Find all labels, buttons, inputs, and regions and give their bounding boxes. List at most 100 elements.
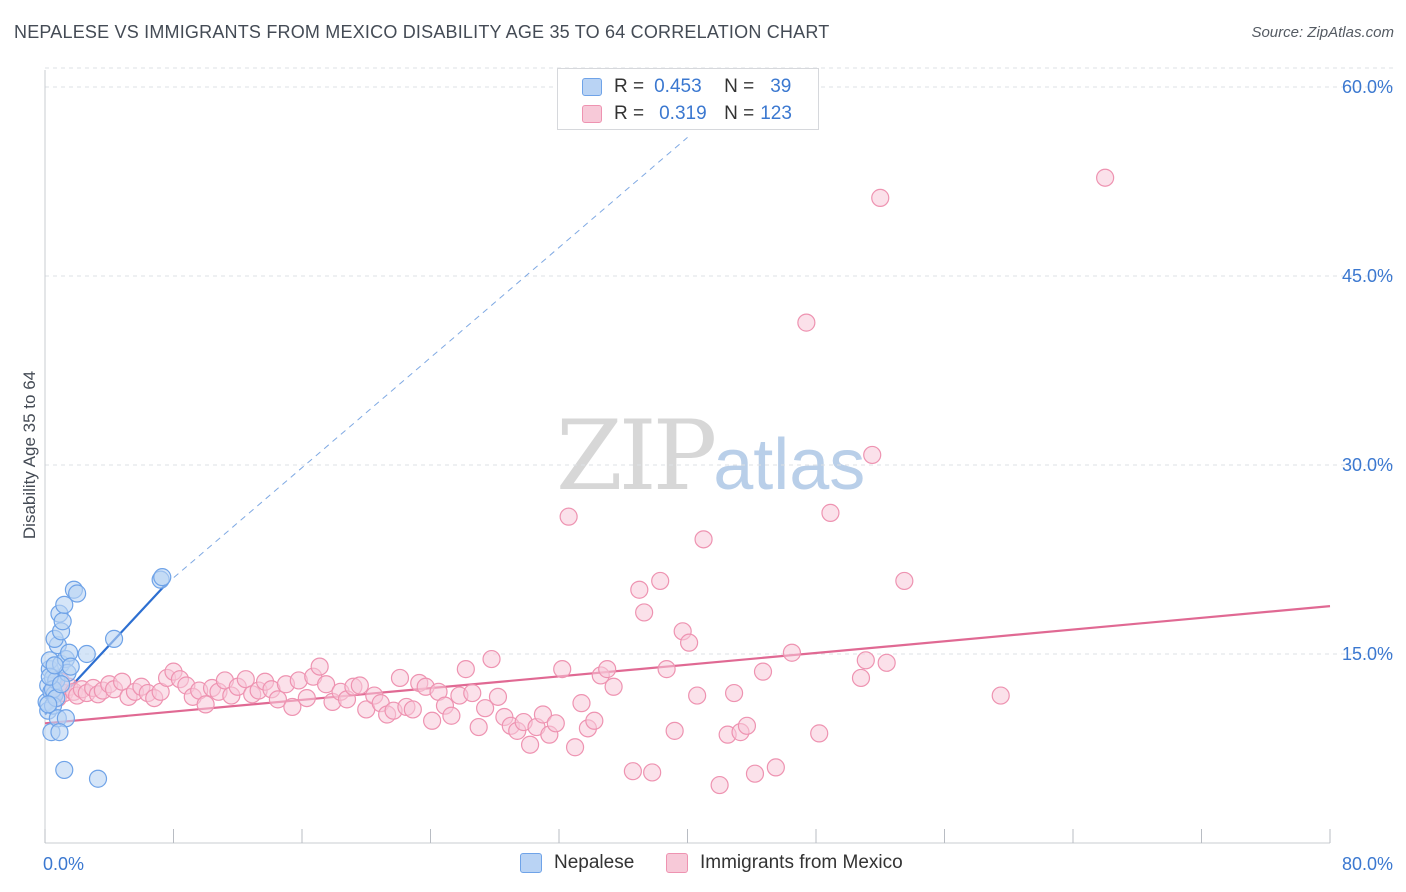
mexico-point [456, 660, 475, 679]
r-label: R = [614, 76, 645, 97]
legend-item-mexico[interactable]: Immigrants from Mexico [666, 852, 903, 874]
tick-labels: 15.0% 30.0% 45.0% 60.0% 0.0% 80.0% [43, 77, 1393, 874]
mexico-point [635, 603, 654, 622]
mexico-point [565, 738, 585, 757]
nepalese-point [53, 612, 72, 631]
n-value-mexico: 123 [760, 103, 792, 124]
gridlines [45, 67, 1395, 655]
stats-row-mexico: R = 0.319 N = 123 [582, 102, 792, 126]
mexico-point [657, 660, 676, 679]
mexico-point [991, 686, 1010, 705]
mexico-point [390, 668, 410, 688]
nepalese-point [45, 656, 64, 675]
legend-label-nepalese: Nepalese [554, 852, 635, 873]
mexico-point [572, 694, 591, 713]
mexico-point [797, 313, 816, 332]
source-credit: Source: ZipAtlas.com [1251, 24, 1394, 41]
r-value-mexico: 0.319 [659, 103, 707, 124]
nepalese-point [88, 769, 108, 788]
mexico-point [623, 762, 642, 781]
series-legend: Nepalese Immigrants from Mexico [0, 852, 1406, 878]
n-label: N = [724, 103, 755, 124]
y-tick-label: 15.0% [1342, 644, 1393, 664]
mexico-point [694, 530, 713, 549]
mexico-point [533, 705, 553, 724]
mexico-point [782, 643, 802, 662]
mexico-point [766, 758, 785, 777]
mexico-point [316, 675, 336, 694]
mexico-point [488, 687, 508, 706]
mexico-point [553, 660, 572, 679]
mexico-point [856, 651, 875, 670]
mexico-point [268, 690, 288, 709]
mexico-point [585, 711, 604, 730]
mexico-point [403, 700, 422, 719]
mexico-point [643, 763, 662, 782]
mexico-swatch [582, 105, 602, 123]
r-value-nepalese: 0.453 [654, 76, 702, 97]
r-label: R = [614, 103, 645, 124]
mexico-point [598, 660, 617, 679]
mexico-point [630, 580, 649, 599]
axes [44, 70, 1331, 844]
mexico-point [821, 503, 840, 522]
nepalese-point [68, 584, 87, 603]
x-tick-label-max: 80.0% [1342, 854, 1393, 874]
mexico-point [559, 507, 578, 526]
mexico-point [604, 677, 623, 696]
mexico-point [651, 571, 670, 591]
mexico-point [895, 571, 914, 591]
nepalese-swatch [582, 78, 602, 96]
mexico-point [310, 657, 329, 676]
mexico-point [688, 686, 707, 705]
nepalese-point [104, 629, 124, 648]
mexico-point [753, 662, 773, 681]
y-tick-label: 45.0% [1342, 266, 1393, 286]
legend-label-mexico: Immigrants from Mexico [700, 852, 903, 873]
nepalese-trend-extension [165, 137, 688, 586]
mexico-point [851, 668, 871, 688]
mexico-point [196, 695, 215, 714]
nepalese-point [51, 675, 71, 694]
mexico-point [482, 649, 501, 669]
mexico-trend-line [44, 605, 1331, 725]
mexico-point [665, 721, 684, 740]
mexico-point [283, 697, 302, 717]
nepalese-point [50, 723, 69, 742]
nepalese-point [153, 568, 172, 587]
chart-title: NEPALESE VS IMMIGRANTS FROM MEXICO DISAB… [14, 22, 830, 42]
mexico-point [476, 699, 495, 718]
mexico-point [745, 764, 765, 783]
legend-item-nepalese[interactable]: Nepalese [520, 852, 634, 874]
nepalese-point [55, 595, 74, 614]
nepalese-point [61, 657, 80, 676]
nepalese-point [39, 695, 58, 714]
y-tick-label: 30.0% [1342, 455, 1393, 475]
mexico-point [863, 445, 882, 465]
nepalese-point [77, 644, 96, 664]
mexico-point [877, 653, 896, 672]
nepalese-legend-swatch [520, 853, 542, 873]
n-value-nepalese: 39 [770, 76, 792, 97]
mexico-point [236, 670, 255, 689]
mexico-point [724, 683, 744, 703]
mexico-point [1096, 168, 1115, 187]
mexico-point [112, 672, 132, 691]
data-points [37, 168, 1115, 795]
nepalese-point [55, 760, 74, 780]
n-label: N = [724, 76, 755, 97]
mexico-point [680, 633, 699, 652]
mexico-point [871, 188, 890, 207]
mexico-point [350, 676, 369, 695]
x-tick-label-min: 0.0% [43, 854, 84, 874]
mexico-point [520, 735, 540, 754]
mexico-point [710, 775, 729, 795]
y-tick-label: 60.0% [1342, 77, 1393, 97]
stats-legend: R = 0.453 N = 39 R = 0.319 N = 123 [557, 68, 819, 130]
mexico-point [442, 706, 461, 725]
mexico-point [810, 724, 829, 743]
mexico-point [463, 683, 482, 703]
stats-row-nepalese: R = 0.453 N = 39 [582, 75, 791, 99]
mexico-point [297, 688, 316, 708]
